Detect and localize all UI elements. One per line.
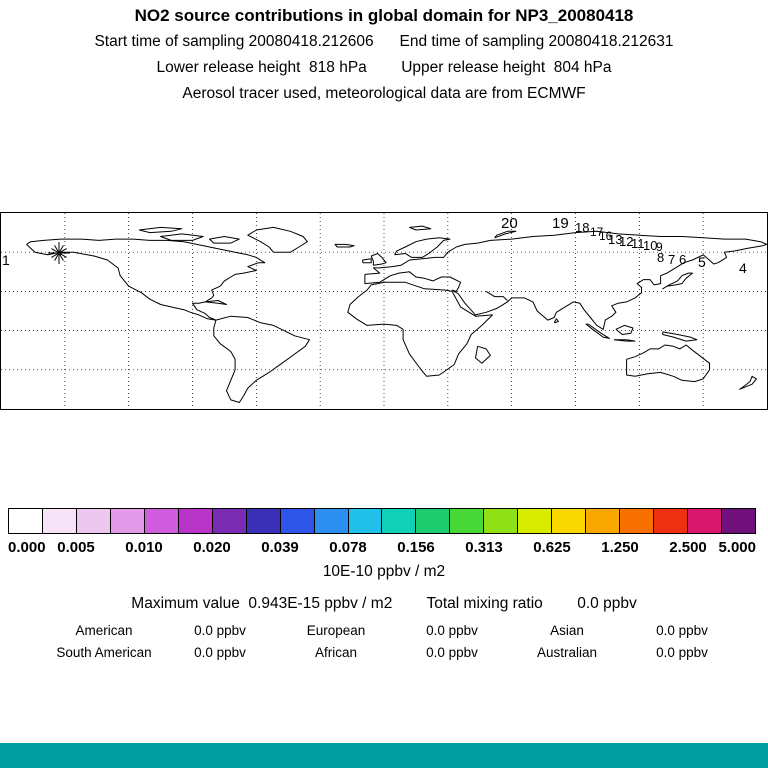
colorbar-units-label: 10E-10 ppbv / m2 [322,563,446,580]
plot-title: NO2 source contributions in global domai… [134,6,634,25]
colorbar-segment [75,509,110,533]
colorbar-segment [721,509,755,533]
receptor-number-label: 10 [643,238,658,253]
colorbar-segment [381,509,416,533]
region-value-south-american: 0.0 ppbv [194,644,246,660]
colorbar-tick-label: 0.020 [193,539,231,556]
sampling-times-line: Start time of sampling 20080418.212606 E… [94,33,674,50]
colorbar-segment [41,509,76,533]
region-value-australian: 0.0 ppbv [656,644,708,660]
receptor-number-label: 17 [590,225,604,239]
release-heights-line: Lower release height 818 hPa Upper relea… [156,59,612,76]
receptor-number-label: 20 [501,215,518,232]
receptor-number-label: 1 [2,252,10,268]
colorbar-tick-label: 0.313 [465,539,503,556]
footer-color-bar [0,743,768,768]
colorbar-tick-label: 0.039 [261,539,299,556]
receptor-number-label: 19 [552,215,569,232]
colorbar-tick-label: 0.078 [329,539,367,556]
world-map-panel: 20 19 18 17 16 13 12 11 10 9 8 7 6 5 4 1 [0,212,768,410]
receptor-number-label: 16 [599,229,613,243]
colorbar-tick-labels: 0.000 0.005 0.010 0.020 0.039 0.078 0.156 0.313… [8,539,756,557]
colorbar-segment [245,509,280,533]
colorbar-tick-label: 0.005 [57,539,95,556]
release-location-marker [48,242,70,264]
receptor-number-label: 13 [608,232,623,247]
receptor-number-label: 6 [679,252,687,267]
colorbar-segment [109,509,144,533]
region-value-american: 0.0 ppbv [194,622,246,638]
colorbar-tick-label: 0.000 [8,539,46,556]
region-label-asian: Asian [550,622,584,638]
receptor-number-label: 18 [575,220,590,235]
colorbar-tick-label: 2.500 [669,539,707,556]
colorbar-segment [211,509,246,533]
receptor-number-label: 9 [656,240,663,254]
colorbar-segment [347,509,382,533]
colorbar-tick-label: 5.000 [718,539,756,556]
colorbar-tick-label: 0.625 [533,539,571,556]
colorbar-segment [551,509,586,533]
tracer-info-line: Aerosol tracer used, meteorological data… [182,85,586,102]
region-label-african: African [314,644,358,660]
contrib-row-1: American 0.0 ppbv European 0.0 ppbv Asia… [38,619,732,641]
region-label-european: European [306,622,366,638]
colorbar-segment [143,509,178,533]
colorbar-tick-label: 1.250 [601,539,639,556]
colorbar-segment [585,509,620,533]
region-value-asian: 0.0 ppbv [656,622,708,638]
region-label-american: American [75,622,133,638]
receptor-number-label: 7 [668,252,676,267]
colorbar-segment [653,509,688,533]
receptor-number-label: 5 [698,254,706,270]
regional-contributions-table: American 0.0 ppbv European 0.0 ppbv Asia… [38,619,732,663]
colorbar-segment [313,509,348,533]
receptor-number-label: 11 [631,236,645,251]
colorbar-tick-label: 0.156 [397,539,435,556]
colorbar-segment [449,509,484,533]
region-value-african: 0.0 ppbv [426,644,478,660]
colorbar-segment [483,509,518,533]
colorbar-segment [619,509,654,533]
colorbar-segment [177,509,212,533]
receptor-number-label: 4 [739,260,747,276]
colorbar-segment [9,509,42,533]
map-graticule [1,213,767,409]
colorbar-tick-label: 0.010 [125,539,163,556]
colorbar [8,508,756,534]
colorbar-segment [687,509,722,533]
world-map-svg [1,213,767,409]
colorbar-segment [517,509,552,533]
colorbar-segment [279,509,314,533]
region-label-australian: Australian [536,644,598,660]
contrib-row-2: South American 0.0 ppbv African 0.0 ppbv… [38,641,732,663]
maximum-value-line: Maximum value 0.943E-15 ppbv / m2 Total … [131,595,637,612]
receptor-number-label: 8 [657,250,665,265]
coastlines [26,225,767,403]
region-label-south-american: South American [56,644,152,660]
region-value-european: 0.0 ppbv [426,622,478,638]
colorbar-segment [415,509,450,533]
receptor-number-label: 12 [619,234,634,249]
